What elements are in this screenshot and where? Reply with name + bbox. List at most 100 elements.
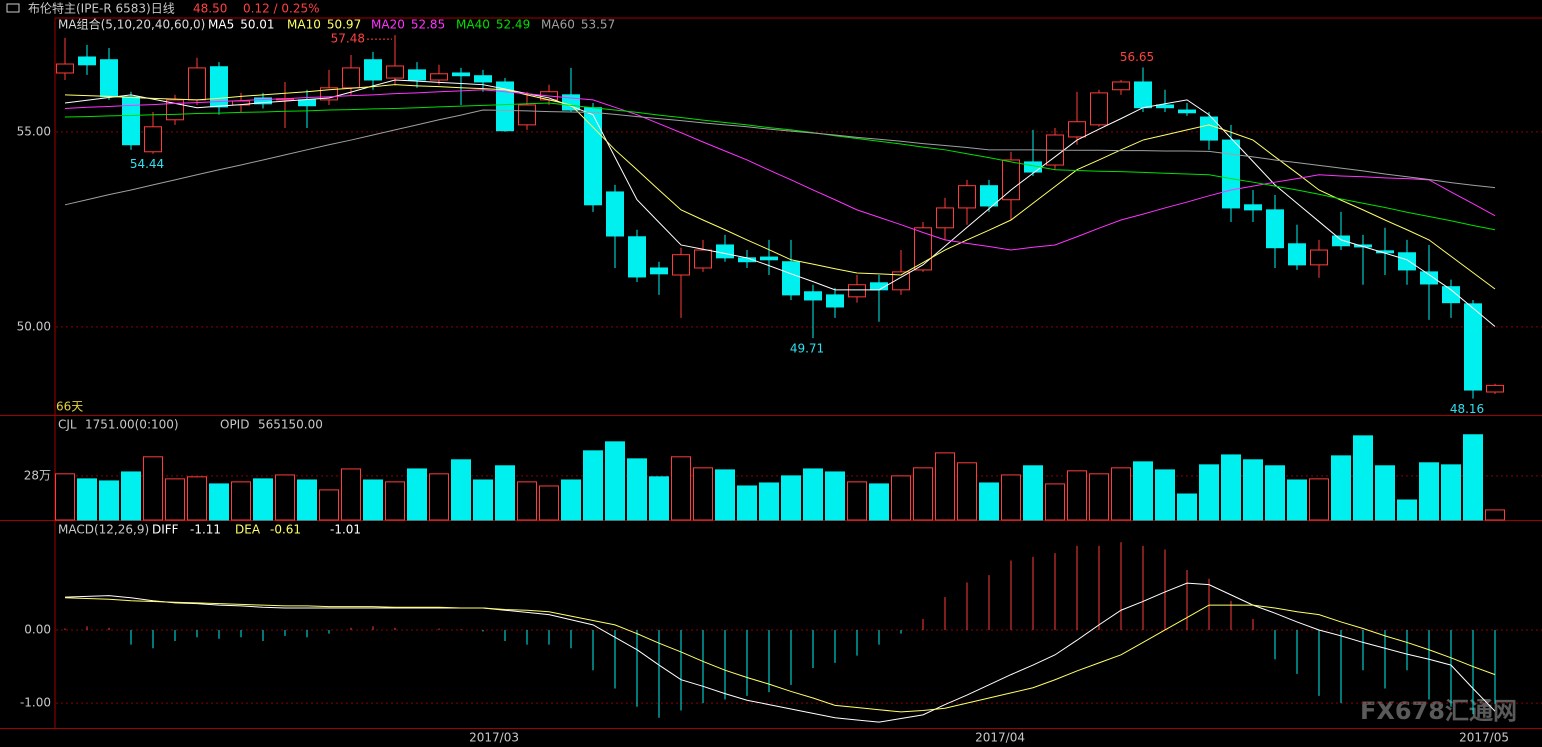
- watermark: FX678汇通网: [1360, 697, 1517, 725]
- x-tick-label: 2017/05: [1459, 731, 1509, 745]
- legend-value: 53.57: [581, 18, 615, 32]
- volume-bar: [517, 481, 537, 521]
- volume-bar: [209, 483, 229, 521]
- candle-body: [760, 256, 778, 261]
- y-tick-label: 28万: [24, 468, 51, 482]
- ma-line: [64, 102, 1496, 231]
- volume-bar: [825, 471, 845, 521]
- candle-body: [672, 254, 690, 276]
- candle-body: [408, 69, 426, 81]
- candle-body: [452, 72, 470, 77]
- extreme-label: 48.16: [1450, 402, 1484, 416]
- volume-bar: [1221, 454, 1241, 521]
- volume-bar: [737, 485, 757, 521]
- legend-value: -1.11: [190, 523, 221, 537]
- macd-line: [64, 597, 1496, 713]
- candle-body: [78, 56, 96, 66]
- legend-value: 52.49: [496, 18, 530, 32]
- ma-line: [64, 79, 1496, 327]
- volume-bar: [583, 450, 603, 521]
- volume-bar: [1353, 435, 1373, 521]
- candle-body: [1288, 243, 1306, 266]
- volume-bar: [1243, 459, 1263, 521]
- legend-name: MA60: [541, 18, 575, 32]
- candle-body: [1068, 121, 1086, 138]
- volume-bar: [1441, 464, 1461, 521]
- extreme-label: 54.44: [130, 157, 164, 171]
- candle-body: [1200, 116, 1218, 141]
- legend-name: CJL: [58, 418, 77, 432]
- candle-body: [1442, 286, 1460, 304]
- candle-body: [100, 59, 118, 98]
- legend-name: MA40: [456, 18, 490, 32]
- volume-bar: [979, 482, 999, 521]
- ma-line: [64, 109, 1496, 206]
- legend-value: 565150.00: [258, 418, 323, 432]
- volume-bar: [121, 471, 141, 521]
- volume-bar: [1199, 464, 1219, 521]
- candle-body: [298, 99, 316, 107]
- legend-name: MA5: [208, 18, 234, 32]
- candle-body: [958, 185, 976, 209]
- volume-bar: [1419, 462, 1439, 521]
- candle-body: [1222, 139, 1240, 209]
- candle-body: [1398, 252, 1416, 271]
- volume-bar: [1067, 470, 1087, 521]
- extreme-label: 49.71: [790, 342, 824, 356]
- candle-body: [1156, 104, 1174, 109]
- volume-bar: [341, 468, 361, 521]
- candle-body: [1332, 235, 1350, 247]
- candle-body: [1420, 271, 1438, 285]
- candle-body: [1266, 209, 1284, 249]
- candle-body: [56, 63, 74, 74]
- candle-body: [210, 66, 228, 108]
- volume-bar: [539, 485, 559, 521]
- volume-bar: [1133, 461, 1153, 521]
- candle-body: [1486, 384, 1504, 393]
- x-tick-label: 2017/03: [469, 731, 519, 745]
- volume-bar: [1397, 499, 1417, 521]
- candle-body: [1002, 159, 1020, 201]
- candle-body: [342, 67, 360, 89]
- candle-body: [1134, 81, 1152, 109]
- legend-name: MACD(12,26,9): [58, 523, 149, 537]
- legend-name: MA10: [287, 18, 321, 32]
- legend-value: 52.85: [411, 18, 445, 32]
- legend-value: 50.97: [327, 18, 361, 32]
- volume-bar: [473, 479, 493, 521]
- legend-value: 50.01: [240, 18, 274, 32]
- candle-body: [1464, 303, 1482, 391]
- legend-name: MA20: [371, 18, 405, 32]
- volume-bar: [407, 468, 427, 521]
- y-tick-label: -1.00: [20, 696, 51, 710]
- volume-bar: [781, 475, 801, 521]
- volume-bar: [1309, 478, 1329, 521]
- y-tick-label: 0.00: [24, 622, 51, 636]
- price: 48.50: [193, 2, 227, 16]
- volume-bar: [715, 469, 735, 521]
- volume-bar: [319, 489, 339, 521]
- candle-body: [1090, 92, 1108, 126]
- ma-line: [64, 89, 1496, 251]
- candle-body: [144, 126, 162, 153]
- volume-bar: [231, 481, 251, 521]
- x-tick-label: 2017/04: [975, 731, 1025, 745]
- legend-name: DIFF: [152, 523, 179, 537]
- volume-bar: [627, 458, 647, 521]
- volume-bar: [891, 475, 911, 521]
- volume-bar: [561, 479, 581, 521]
- candle-body: [386, 65, 404, 79]
- candle-body: [804, 291, 822, 301]
- candle-body: [848, 284, 866, 298]
- volume-bar: [165, 478, 185, 521]
- volume-bar: [55, 473, 75, 521]
- candle-body: [254, 97, 272, 105]
- volume-bar: [451, 459, 471, 521]
- change: 0.12 / 0.25%: [243, 2, 320, 16]
- volume-bar: [957, 462, 977, 521]
- volume-bar: [1287, 479, 1307, 521]
- ma-line: [64, 84, 1496, 290]
- volume-bar: [297, 479, 317, 521]
- volume-bar: [935, 452, 955, 521]
